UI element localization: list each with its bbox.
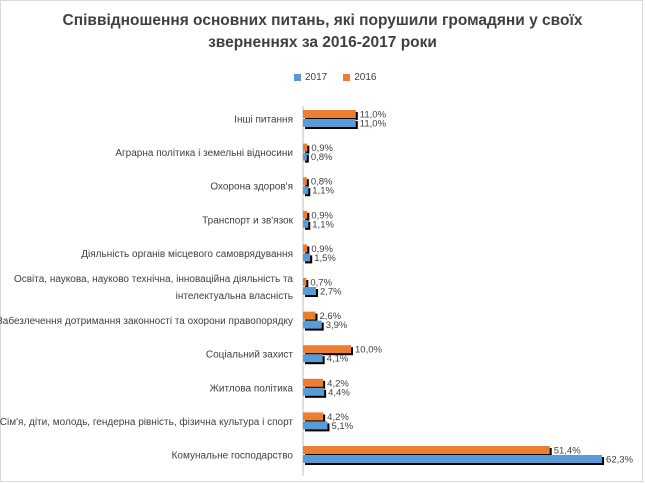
legend-swatch-2017: [294, 74, 301, 81]
chart-title-line-1: Співвідношення основних питань, які пору…: [62, 12, 583, 29]
category-label: Аграрна політика і земельні відносини: [115, 148, 293, 159]
bar-2016: [303, 412, 324, 421]
bar-shadow: [305, 179, 309, 188]
data-label-2016: 0,8%: [311, 177, 333, 188]
data-label-2017: 0,8%: [311, 152, 333, 163]
data-label-2016: 10,0%: [355, 345, 382, 356]
category-label: Інші питання: [234, 115, 293, 126]
legend-swatch-2016: [343, 74, 351, 81]
bar-2016: [303, 278, 307, 286]
bar-2017: [303, 119, 356, 127]
data-label-2017: 4,1%: [327, 354, 349, 365]
data-label-2016: 0,9%: [311, 210, 333, 221]
data-label-2017: 5,1%: [331, 421, 353, 432]
legend-label-2017: 2017: [305, 72, 328, 83]
data-label-2016: 0,7%: [310, 278, 332, 289]
bar-2016: [303, 345, 351, 354]
bar-2016: [303, 311, 316, 320]
bar-2017: [303, 287, 316, 295]
bar-2017: [303, 320, 322, 329]
category-label: Охорона здоров'я: [210, 182, 293, 193]
data-label-2016: 2,6%: [319, 311, 341, 322]
bar-2017: [303, 253, 311, 262]
bar-2017: [303, 152, 307, 161]
data-label-2017: 1,1%: [312, 219, 334, 230]
category-label: Освіта, наукова, науково технічна, іннов…: [14, 274, 293, 285]
data-label-2016: 0,9%: [311, 143, 333, 154]
bar-2017: [303, 455, 603, 463]
data-label-2017: 2,7%: [320, 287, 342, 298]
bar-2016: [303, 378, 324, 387]
legend-item-2017: 2017: [294, 72, 327, 83]
bar-2016: [303, 446, 550, 454]
category-label: Забезлечення дотримання законності та ох…: [0, 315, 293, 327]
bar-shadow: [305, 154, 309, 163]
data-label-2016: 4,2%: [327, 412, 349, 423]
bar-2016: [303, 143, 308, 152]
bar-2016: [303, 110, 356, 118]
data-label-2017: 11,0%: [360, 119, 387, 130]
data-label-2017: 1,1%: [312, 186, 334, 197]
data-label-2017: 4,4%: [328, 387, 350, 398]
bar-2016: [303, 210, 308, 219]
bar-shadow: [305, 280, 309, 288]
data-label-2017: 1,5%: [314, 253, 336, 264]
category-label: Сім'я, діти, молодь, гендерна рівність, …: [0, 416, 293, 428]
category-label: Діяльність органів місцевого самоврядува…: [81, 249, 293, 260]
category-label: інтелектуальна власність: [176, 291, 293, 302]
bar-2016: [303, 244, 308, 253]
chart-title-line-2: зверненнях за 2016-2017 роки: [208, 34, 437, 51]
legend-item-2016: 2016: [343, 72, 377, 83]
category-label: Житлова політика: [210, 383, 294, 394]
bar-2017: [303, 219, 309, 228]
data-label-2017: 3,9%: [326, 320, 348, 331]
chart-legend: 2017 2016: [294, 72, 393, 83]
data-label-2016: 51,4%: [554, 446, 581, 457]
bar-2016: [303, 177, 307, 186]
category-label: Соціальний захист: [206, 350, 294, 361]
data-label-2017: 62,3%: [606, 455, 633, 466]
bar-2017: [303, 186, 309, 195]
data-label-2016: 0,9%: [311, 244, 333, 255]
bar-2017: [303, 354, 323, 363]
data-label-2016: 4,2%: [327, 378, 349, 389]
legend-label-2016: 2016: [354, 72, 377, 83]
bar-2017: [303, 387, 325, 396]
data-label-2016: 11,0%: [360, 110, 387, 121]
chart-title: Співвідношення основних питань, які пору…: [0, 10, 645, 54]
category-label: Комунальне господарство: [172, 451, 294, 462]
category-label: Транспорт и зв'язок: [202, 215, 293, 226]
bar-2017: [303, 421, 328, 430]
